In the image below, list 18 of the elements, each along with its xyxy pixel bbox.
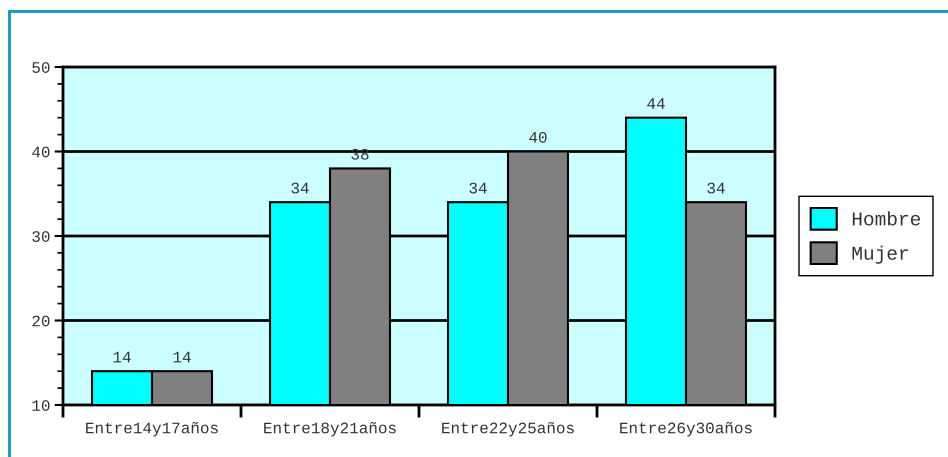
data-label: 34 <box>707 182 725 194</box>
data-label: 40 <box>529 132 547 143</box>
y-tick-label: 30 <box>32 231 50 242</box>
data-label: 14 <box>174 352 191 362</box>
data-label: 34 <box>291 182 309 194</box>
x-tick-label: Entre22y25años <box>442 422 574 437</box>
x-tick-label: Entre26y30años <box>620 422 752 437</box>
data-label: 34 <box>469 182 487 194</box>
x-tick-label: Entre14y17años <box>86 422 218 437</box>
legend-label: Hombre <box>852 211 920 226</box>
legend-label: Mujer <box>852 246 908 264</box>
data-label: 14 <box>114 352 131 362</box>
y-tick-label: 10 <box>32 400 50 411</box>
y-tick-label: 50 <box>32 62 50 73</box>
y-tick-label: 40 <box>32 146 50 158</box>
y-tick-label: 20 <box>32 316 50 326</box>
data-label: 44 <box>647 98 665 109</box>
x-tick-label: Entre18y21años <box>264 422 396 437</box>
